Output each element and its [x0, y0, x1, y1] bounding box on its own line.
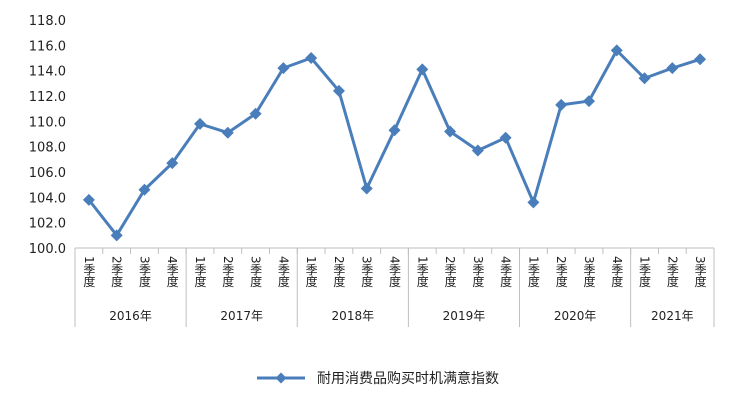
year-label: 2019年 — [443, 309, 486, 323]
quarter-tick-label: 3季度 — [471, 256, 485, 288]
y-tick-label: 106.0 — [29, 166, 66, 181]
data-point-marker — [332, 84, 345, 97]
quarter-tick-label: 1季度 — [526, 256, 540, 288]
quarter-tick-label: 4季度 — [499, 256, 513, 288]
y-tick-label: 108.0 — [29, 141, 66, 156]
data-point-marker — [610, 44, 623, 57]
y-tick-label: 110.0 — [29, 115, 66, 130]
data-point-marker — [388, 124, 401, 137]
data-point-marker — [416, 63, 429, 76]
quarter-tick-label: 3季度 — [249, 256, 263, 288]
quarter-tick-label: 3季度 — [582, 256, 596, 288]
quarter-tick-label: 1季度 — [304, 256, 318, 288]
data-point-marker — [249, 107, 262, 120]
quarter-tick-label: 2季度 — [554, 256, 568, 288]
data-point-marker — [221, 126, 234, 139]
year-label: 2017年 — [220, 309, 263, 323]
data-point-marker — [305, 52, 318, 64]
quarter-tick-label: 3季度 — [360, 256, 374, 288]
quarter-tick-label: 3季度 — [137, 256, 151, 288]
quarter-tick-label: 1季度 — [638, 256, 652, 288]
data-point-marker — [527, 196, 540, 209]
quarter-tick-label: 2季度 — [110, 256, 124, 288]
data-point-marker — [471, 144, 484, 157]
quarter-tick-label: 1季度 — [82, 256, 96, 288]
data-point-marker — [277, 62, 290, 75]
quarter-tick-label: 3季度 — [693, 256, 707, 288]
data-point-marker — [82, 193, 95, 206]
quarter-tick-label: 1季度 — [193, 256, 207, 288]
data-point-marker — [582, 95, 595, 108]
series-lines — [87, 48, 701, 237]
data-point-marker — [499, 131, 512, 144]
x-category-labels: 2016年 2017年 2018年 2019年 2020年 2021年 1季度 2季度 3季度 4… — [82, 256, 707, 323]
y-tick-label: 112.0 — [29, 90, 66, 105]
data-point-marker — [666, 62, 679, 75]
y-tick-label: 114.0 — [29, 65, 66, 80]
y-tick-label: 100.0 — [29, 242, 66, 257]
quarter-tick-label: 4季度 — [388, 256, 402, 288]
quarter-tick-label: 4季度 — [165, 256, 179, 288]
data-point-marker — [138, 183, 151, 196]
quarter-tick-label: 2季度 — [665, 256, 679, 288]
quarter-tick-label: 1季度 — [415, 256, 429, 288]
data-point-marker — [694, 53, 707, 66]
series-line — [87, 48, 701, 237]
quarter-tick-label: 2季度 — [221, 256, 235, 288]
legend-label: 耐用消费品购买时机满意指数 — [317, 371, 499, 387]
legend: 耐用消费品购买时机满意指数 — [255, 368, 499, 388]
y-tick-label: 102.0 — [29, 217, 66, 232]
data-point-marker — [638, 72, 651, 85]
y-tick-label: 118.0 — [29, 14, 66, 29]
year-label: 2021年 — [651, 309, 694, 323]
quarter-tick-label: 4季度 — [276, 256, 290, 288]
y-tick-label: 104.0 — [29, 191, 66, 206]
data-point-marker — [360, 182, 373, 195]
quarter-tick-label: 4季度 — [610, 256, 624, 288]
year-label: 2020年 — [554, 309, 597, 323]
y-tick-labels: 100.0 102.0 104.0 106.0 108.0 110.0 112.0 114.0… — [29, 14, 66, 257]
legend-symbol-icon — [257, 372, 305, 384]
y-tick-label: 116.0 — [29, 39, 66, 54]
data-point-marker — [110, 229, 123, 242]
data-point-marker — [555, 98, 568, 111]
quarter-tick-label: 2季度 — [443, 256, 457, 288]
quarter-tick-label: 2季度 — [332, 256, 346, 288]
year-label: 2018年 — [332, 309, 375, 323]
data-point-marker — [444, 125, 457, 138]
axes — [74, 247, 715, 327]
data-point-marker — [194, 117, 207, 130]
data-point-marker — [166, 157, 179, 170]
year-label: 2016年 — [109, 309, 152, 323]
series-markers — [82, 44, 707, 242]
